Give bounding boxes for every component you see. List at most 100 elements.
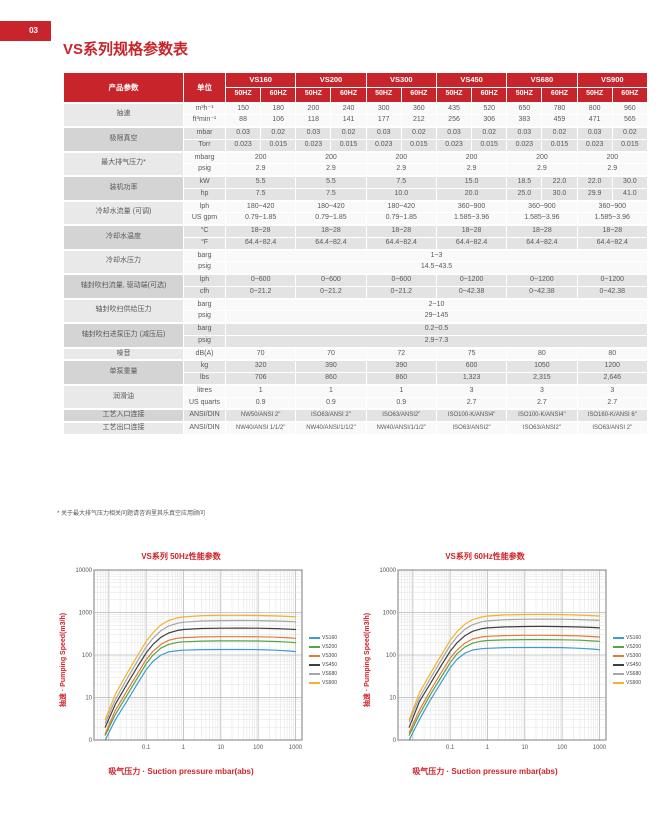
- data-cell: 360: [400, 101, 437, 116]
- data-cell: 800: [576, 101, 613, 116]
- data-cell: 256: [435, 114, 473, 128]
- data-cell: 0.03: [506, 125, 543, 140]
- row-label-cell: 轴封吹扫进泵压力 (减压后): [63, 322, 184, 348]
- x-tick-label: 1000: [289, 745, 303, 751]
- data-cell: 0.02: [611, 125, 649, 140]
- x-axis-label-60hz: 吸气压力 · Suction pressure mbar(abs): [412, 767, 558, 776]
- data-cell: ISO100-K/ANSI4": [506, 408, 578, 423]
- table-row: Torr 0.023 0.015 0.023 0.015 0.023 0.015 0.023 0…: [64, 138, 649, 153]
- unit-cell: mbarg: [183, 150, 226, 165]
- data-cell: 5.5: [295, 174, 367, 189]
- data-cell: 0.9: [365, 396, 437, 410]
- x-tick-label: 1: [182, 745, 186, 751]
- data-cell: 18~28: [576, 223, 649, 238]
- data-cell: 80: [576, 346, 649, 361]
- y-tick-label: 10000: [379, 568, 396, 574]
- y-tick-label: 100: [82, 653, 93, 659]
- data-cell: 2.9: [365, 163, 437, 177]
- data-cell: 0.015: [611, 138, 649, 153]
- data-cell: 3: [506, 383, 578, 398]
- legend-label: VS900: [322, 679, 338, 686]
- data-cell: 0.015: [330, 138, 367, 153]
- table-row: °F 64.4~82.4 64.4~82.4 64.4~82.4 64.4~82.4 64…: [64, 236, 649, 251]
- row-label-cell: 抽速: [63, 101, 184, 128]
- data-cell: 2.9: [224, 163, 297, 177]
- data-cell: 0~600: [365, 272, 437, 287]
- series-VS200: [104, 640, 296, 736]
- legend-item: VS450: [309, 662, 348, 668]
- y-tick-label: 10: [85, 696, 92, 702]
- row-label-cell: 冷却水温度: [63, 224, 184, 250]
- legend-item: VS450: [613, 662, 652, 668]
- series-VS450: [408, 625, 600, 728]
- row-label-cell: 冷却水压力: [63, 248, 184, 275]
- data-cell: 200: [295, 101, 332, 116]
- legend-item: VS200: [613, 644, 652, 650]
- data-cell: 2.9: [506, 163, 578, 177]
- data-cell: 0.79~1.85: [295, 212, 367, 226]
- table-row: 轴封吹扫流量, 驱动端(可选) lph 0~600 0~600 0~600 0~1200 0…: [63, 272, 649, 299]
- data-cell: 300: [365, 101, 402, 116]
- row-label-cell: 润滑油: [63, 383, 184, 410]
- unit-cell: lbs: [183, 371, 226, 386]
- legend-swatch: [309, 645, 320, 648]
- data-cell: ISO160-K/ANSI 6": [576, 408, 649, 423]
- series-VS300: [104, 636, 296, 735]
- data-cell: 459: [541, 114, 578, 128]
- data-cell: 0.015: [400, 138, 437, 153]
- legend-item: VS300: [309, 653, 348, 659]
- legend-50hz: VS160 VS200 VS300 VS450 VS680 VS900: [306, 566, 348, 754]
- data-cell: 2,646: [576, 371, 649, 386]
- data-cell: 860: [365, 371, 437, 386]
- data-cell: 25.0: [506, 187, 543, 202]
- data-cell: 780: [541, 101, 578, 116]
- y-tick-label: 1000: [383, 611, 397, 617]
- data-cell: 2.7: [576, 396, 649, 410]
- table-row: 单泵重量 kg 320 390 390 600 1050 1200: [63, 359, 649, 386]
- legend-item: VS300: [613, 653, 652, 659]
- table-row: 工艺入口连接 ANSI/DIN NW50/ANSI 2" ISO63/ANSI 2" I…: [63, 408, 649, 423]
- data-cell: 1: [295, 383, 367, 398]
- data-cell: 600: [435, 359, 508, 374]
- table-row: 工艺出口连接 ANSI/DIN NW40/ANSI 1/1/2" NW40/ANSI/…: [63, 420, 649, 435]
- data-cell: 72: [365, 346, 437, 361]
- data-cell: 390: [365, 359, 437, 374]
- legend-label: VS160: [322, 634, 338, 641]
- unit-cell: cfh: [183, 285, 226, 300]
- x-tick-label: 0.1: [142, 745, 151, 751]
- data-cell: 383: [506, 114, 543, 128]
- plot-border: [93, 569, 303, 741]
- data-cell: 18~28: [506, 223, 578, 238]
- table-row: 冷却水压力 barg 1~3: [63, 248, 648, 275]
- data-cell: 0.023: [576, 138, 613, 153]
- data-cell: ISO63/ANSI 2": [295, 408, 367, 423]
- data-cell: 0~600: [295, 272, 367, 287]
- plot-border: [397, 569, 607, 741]
- legend-swatch: [309, 672, 320, 675]
- data-cell: 0.023: [224, 138, 262, 153]
- data-cell: 0.023: [435, 138, 473, 153]
- model-header-cell: VS450: [435, 72, 508, 88]
- legend-label: VS900: [626, 679, 642, 686]
- x-tick-label: 1000: [593, 745, 607, 751]
- series-VS160: [104, 648, 296, 741]
- data-cell: 64.4~82.4: [506, 236, 578, 251]
- unit-cell: ANSI/DIN: [183, 408, 226, 423]
- data-cell: 118: [295, 114, 332, 128]
- data-cell: 7.5: [224, 187, 297, 202]
- data-cell: 180: [260, 101, 297, 116]
- y-tick-label: 0: [89, 738, 93, 744]
- unit-cell: psig: [183, 310, 226, 324]
- chart-50hz: VS系列 50Hz性能参数 抽速 · Pumping Speed(m3/h) 0…: [56, 551, 348, 777]
- unit-cell: ft³min⁻¹: [183, 114, 226, 128]
- data-cell: 471: [576, 114, 613, 128]
- y-tick-label: 10: [389, 696, 396, 702]
- series-VS680: [104, 619, 296, 724]
- table-row: 噪音 dB(A) 70 70 72 75 80 80: [63, 346, 649, 361]
- y-tick-label: 0: [393, 738, 397, 744]
- data-cell: 200: [435, 150, 508, 165]
- model-header-cell: VS680: [506, 72, 578, 88]
- data-cell: 650: [506, 101, 543, 116]
- table-row: 装机功率 kW 5.5 5.5 7.5 15.0 18.5 22.0 22.0 30.0: [63, 174, 649, 201]
- unit-cell: lph: [183, 199, 226, 214]
